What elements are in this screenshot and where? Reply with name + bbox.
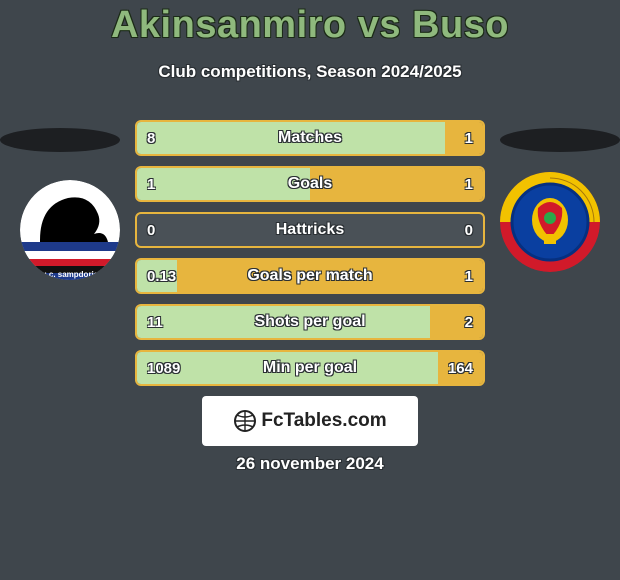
footer-date: 26 november 2024 [0,454,620,474]
fctables-logo-icon [233,409,257,433]
club-crest-left: u.c. sampdoria [20,180,120,280]
stat-value-right: 1 [455,122,483,154]
catanzaro-crest-icon [500,172,600,272]
stat-row: Goals1 1 [135,166,485,202]
stat-label: Matches [137,122,483,154]
stat-label: Hattricks [137,214,483,246]
svg-text:u.c. sampdoria: u.c. sampdoria [42,270,99,279]
stat-value-right: 0 [455,214,483,246]
stat-label: Goals per match [137,260,483,292]
subtitle: Club competitions, Season 2024/2025 [0,62,620,82]
comparison-infographic: Akinsanmiro vs Buso Club competitions, S… [0,0,620,580]
stat-value-right: 2 [455,306,483,338]
stat-row: Matches8 1 [135,120,485,156]
stat-row: Hattricks0 0 [135,212,485,248]
stat-value-left: 11 [137,306,173,338]
stat-row: Min per goal1089164 [135,350,485,386]
stat-value-right: 164 [438,352,483,384]
club-crest-right [500,172,600,272]
branding-box: FcTables.com [202,396,418,446]
player-left-base-shadow [0,128,120,152]
player-right-base-shadow [500,128,620,152]
stat-value-right: 1 [455,168,483,200]
stat-row: Goals per match0.13 1 [135,258,485,294]
stat-label: Goals [137,168,483,200]
stats-list: Matches81Goals11Hattricks00Goals per mat… [135,120,485,396]
stat-value-right: 1 [455,260,483,292]
branding-text: FcTables.com [261,410,386,432]
stat-row: Shots per goal11 2 [135,304,485,340]
stat-value-left: 0.13 [137,260,186,292]
sampdoria-crest-icon: u.c. sampdoria [20,180,120,280]
stat-value-left: 8 [137,122,165,154]
stat-value-left: 1089 [137,352,190,384]
stat-value-left: 0 [137,214,165,246]
stat-value-left: 1 [137,168,165,200]
title: Akinsanmiro vs Buso [0,4,620,47]
stat-label: Shots per goal [137,306,483,338]
